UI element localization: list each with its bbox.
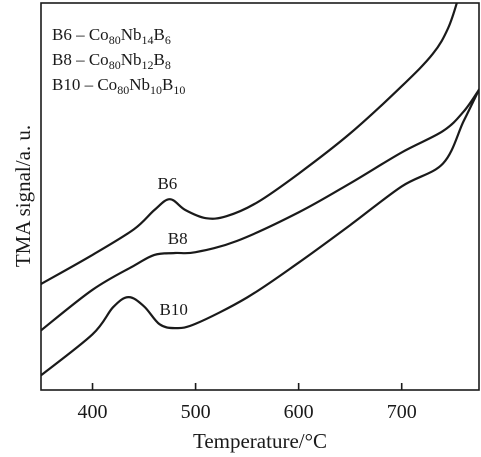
series-label-b6: B6	[157, 174, 177, 193]
legend-entry-b6: B6 – Co80Nb14B6	[52, 25, 171, 47]
x-ticks: 400 500 600 700	[78, 383, 417, 423]
series-line-b10	[41, 90, 479, 376]
x-tick-label: 500	[181, 401, 211, 423]
x-tick-label: 700	[387, 401, 417, 423]
series-labels: B6 B8 B10	[157, 174, 187, 319]
legend-entry-b10: B10 – Co80Nb10B10	[52, 75, 185, 97]
series-label-b10: B10	[160, 300, 188, 319]
x-tick-label: 600	[284, 401, 314, 423]
x-axis-title: Temperature/°C	[193, 429, 327, 453]
legend-entry-b8: B8 – Co80Nb12B8	[52, 50, 171, 72]
legend: B6 – Co80Nb14B6 B8 – Co80Nb12B8 B10 – Co80…	[52, 25, 185, 97]
series-label-b8: B8	[168, 229, 188, 248]
series-line-b8	[41, 90, 479, 331]
x-tick-label: 400	[78, 401, 108, 423]
y-axis-title: TMA signal/a. u.	[11, 125, 35, 267]
